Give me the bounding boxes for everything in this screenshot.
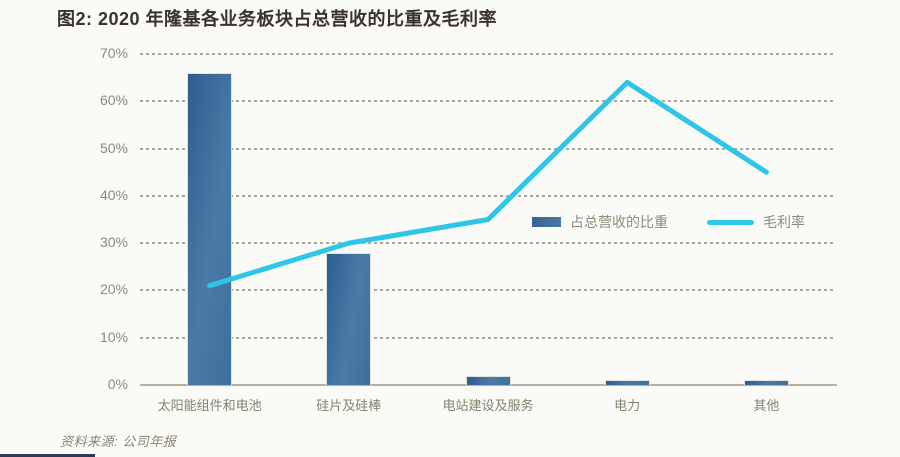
gridline <box>140 194 836 197</box>
x-category-label: 其他 <box>753 398 780 413</box>
gridline <box>140 242 836 245</box>
legend-bar-label: 占总营收的比重 <box>570 214 668 230</box>
footer-strip <box>0 454 95 457</box>
legend-line-swatch-icon <box>707 219 754 225</box>
gross-margin-line <box>207 79 769 289</box>
legend: 占总营收的比重 毛利率 <box>532 212 805 232</box>
gridline <box>140 289 836 292</box>
bar <box>604 380 650 385</box>
gridline <box>140 147 836 150</box>
y-tick-label: 20% <box>99 281 128 298</box>
gridline <box>140 53 836 55</box>
legend-bar-swatch-icon <box>532 217 561 227</box>
source-note: 资料来源: 公司年报 <box>60 434 177 449</box>
chart-title: 图2: 2020 年隆基各业务板块占总营收的比重及毛利率 <box>57 9 498 29</box>
x-category-label: 太阳能组件和电池 <box>157 398 262 413</box>
legend-line-label: 毛利率 <box>763 214 805 230</box>
y-tick-label: 30% <box>99 234 128 251</box>
x-category-label: 电力 <box>614 398 641 413</box>
bar <box>465 375 511 385</box>
bar <box>187 72 233 385</box>
y-tick-label: 0% <box>107 376 128 392</box>
y-tick-label: 50% <box>99 139 128 156</box>
x-axis-line <box>140 384 837 386</box>
gridline <box>140 336 836 339</box>
x-category-label: 电站建设及服务 <box>442 398 534 413</box>
y-tick-label: 10% <box>99 328 128 345</box>
gridline <box>140 100 836 103</box>
bar <box>743 380 789 385</box>
y-tick-label: 60% <box>99 92 128 109</box>
y-tick-label: 70% <box>99 45 128 61</box>
y-tick-label: 40% <box>99 186 128 203</box>
x-category-label: 硅片及硅棒 <box>316 398 382 413</box>
bar <box>326 252 372 385</box>
